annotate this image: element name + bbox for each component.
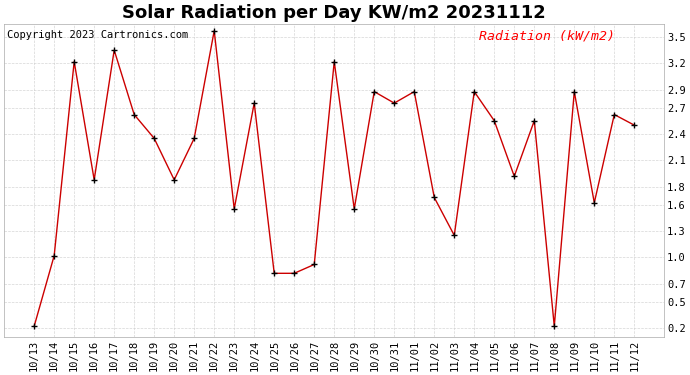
Text: Copyright 2023 Cartronics.com: Copyright 2023 Cartronics.com — [8, 30, 189, 40]
Text: Radiation (kW/m2): Radiation (kW/m2) — [480, 30, 615, 43]
Title: Solar Radiation per Day KW/m2 20231112: Solar Radiation per Day KW/m2 20231112 — [122, 4, 546, 22]
